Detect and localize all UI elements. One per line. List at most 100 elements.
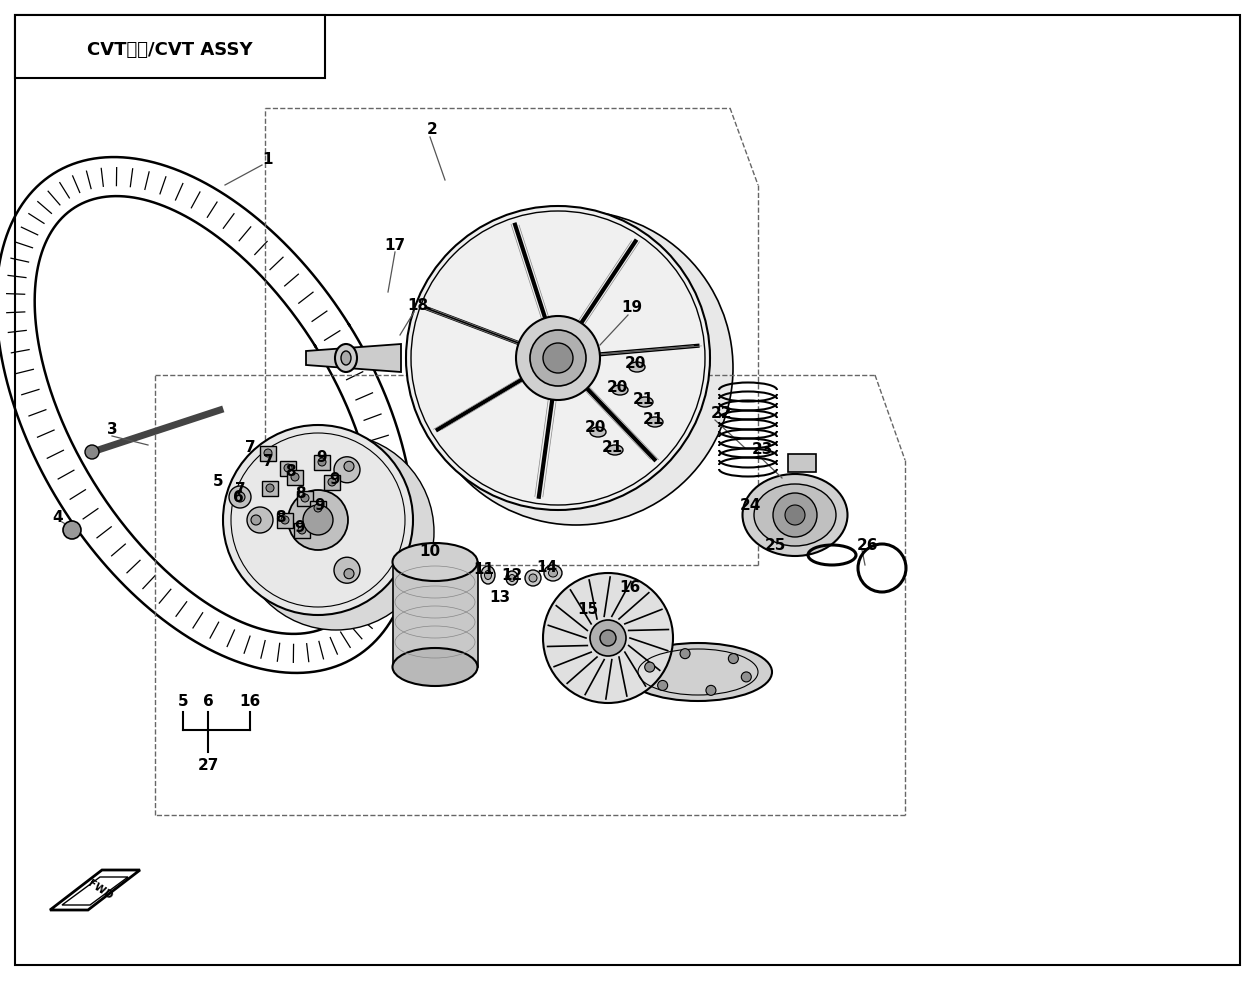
Text: 5: 5 xyxy=(213,474,223,489)
Text: 3: 3 xyxy=(107,423,117,438)
Circle shape xyxy=(706,685,716,695)
Text: 8: 8 xyxy=(275,511,285,526)
Bar xyxy=(280,461,296,476)
Ellipse shape xyxy=(742,474,848,556)
Text: 5: 5 xyxy=(178,695,188,710)
Text: 10: 10 xyxy=(420,544,441,559)
Text: 11: 11 xyxy=(474,562,494,577)
Bar xyxy=(294,523,310,538)
Ellipse shape xyxy=(624,643,772,701)
Bar xyxy=(287,470,302,485)
Text: 18: 18 xyxy=(407,298,428,313)
Circle shape xyxy=(265,449,272,457)
Circle shape xyxy=(772,493,816,537)
Text: 15: 15 xyxy=(577,603,598,618)
Circle shape xyxy=(301,494,309,502)
Circle shape xyxy=(590,620,626,656)
Bar xyxy=(260,446,276,461)
Ellipse shape xyxy=(753,484,835,546)
Text: 8: 8 xyxy=(295,485,305,501)
Text: 16: 16 xyxy=(239,695,261,710)
Circle shape xyxy=(251,515,261,525)
Circle shape xyxy=(84,445,100,459)
Text: CVT总成/CVT ASSY: CVT总成/CVT ASSY xyxy=(87,41,253,59)
Bar xyxy=(788,454,816,472)
Polygon shape xyxy=(50,870,140,910)
Text: 21: 21 xyxy=(633,392,654,408)
Text: 20: 20 xyxy=(606,379,627,394)
Circle shape xyxy=(328,478,336,486)
Ellipse shape xyxy=(507,571,518,585)
Ellipse shape xyxy=(629,362,645,372)
Ellipse shape xyxy=(393,648,478,686)
Circle shape xyxy=(420,211,733,525)
Text: 6: 6 xyxy=(233,490,243,506)
Text: 19: 19 xyxy=(621,301,643,316)
Circle shape xyxy=(543,343,573,373)
Circle shape xyxy=(289,490,348,550)
Bar xyxy=(277,513,294,528)
Circle shape xyxy=(785,505,805,525)
Ellipse shape xyxy=(341,351,352,365)
Text: 14: 14 xyxy=(537,560,558,575)
Circle shape xyxy=(284,464,292,472)
Text: 6: 6 xyxy=(203,695,213,710)
Circle shape xyxy=(645,662,655,672)
Circle shape xyxy=(223,425,413,615)
Text: 7: 7 xyxy=(244,440,256,454)
Text: 4: 4 xyxy=(53,511,63,526)
Ellipse shape xyxy=(638,397,653,407)
Circle shape xyxy=(299,526,306,534)
Ellipse shape xyxy=(590,427,606,437)
Circle shape xyxy=(741,672,751,682)
Ellipse shape xyxy=(485,570,491,579)
Bar xyxy=(262,481,278,496)
Ellipse shape xyxy=(481,566,495,584)
Text: 9: 9 xyxy=(315,498,325,513)
Circle shape xyxy=(334,557,360,583)
Polygon shape xyxy=(393,562,478,667)
Text: 7: 7 xyxy=(234,482,246,498)
Circle shape xyxy=(238,434,433,630)
Text: 16: 16 xyxy=(620,580,640,596)
Text: 9: 9 xyxy=(330,472,340,487)
Text: 9: 9 xyxy=(316,450,328,465)
Ellipse shape xyxy=(612,385,627,395)
Text: 20: 20 xyxy=(624,355,645,370)
Circle shape xyxy=(334,456,360,483)
Circle shape xyxy=(291,473,299,481)
Ellipse shape xyxy=(529,574,537,582)
Bar xyxy=(297,491,312,506)
Circle shape xyxy=(281,516,289,524)
Text: 21: 21 xyxy=(601,441,622,455)
Text: 20: 20 xyxy=(585,421,606,436)
Text: 8: 8 xyxy=(285,464,295,479)
Circle shape xyxy=(314,504,323,512)
Circle shape xyxy=(406,206,709,510)
Bar xyxy=(310,501,326,516)
Text: 1: 1 xyxy=(263,152,273,167)
Circle shape xyxy=(530,330,586,386)
Text: 22: 22 xyxy=(711,406,733,421)
Text: 13: 13 xyxy=(489,590,510,606)
Circle shape xyxy=(318,458,326,466)
Circle shape xyxy=(658,680,668,690)
Text: 27: 27 xyxy=(198,757,219,772)
Text: 17: 17 xyxy=(384,238,406,252)
Circle shape xyxy=(247,507,273,533)
Ellipse shape xyxy=(646,417,663,427)
Ellipse shape xyxy=(544,565,562,581)
Circle shape xyxy=(680,648,690,658)
Text: 7: 7 xyxy=(262,454,273,469)
Ellipse shape xyxy=(525,570,541,586)
Bar xyxy=(15,15,325,78)
Bar xyxy=(314,455,330,470)
Text: 26: 26 xyxy=(857,538,878,552)
Text: 9: 9 xyxy=(295,521,305,536)
Text: FWD: FWD xyxy=(86,878,115,902)
Circle shape xyxy=(229,486,251,508)
Text: 25: 25 xyxy=(765,538,786,552)
Circle shape xyxy=(728,653,738,663)
Circle shape xyxy=(344,568,354,579)
Text: 12: 12 xyxy=(501,567,523,582)
